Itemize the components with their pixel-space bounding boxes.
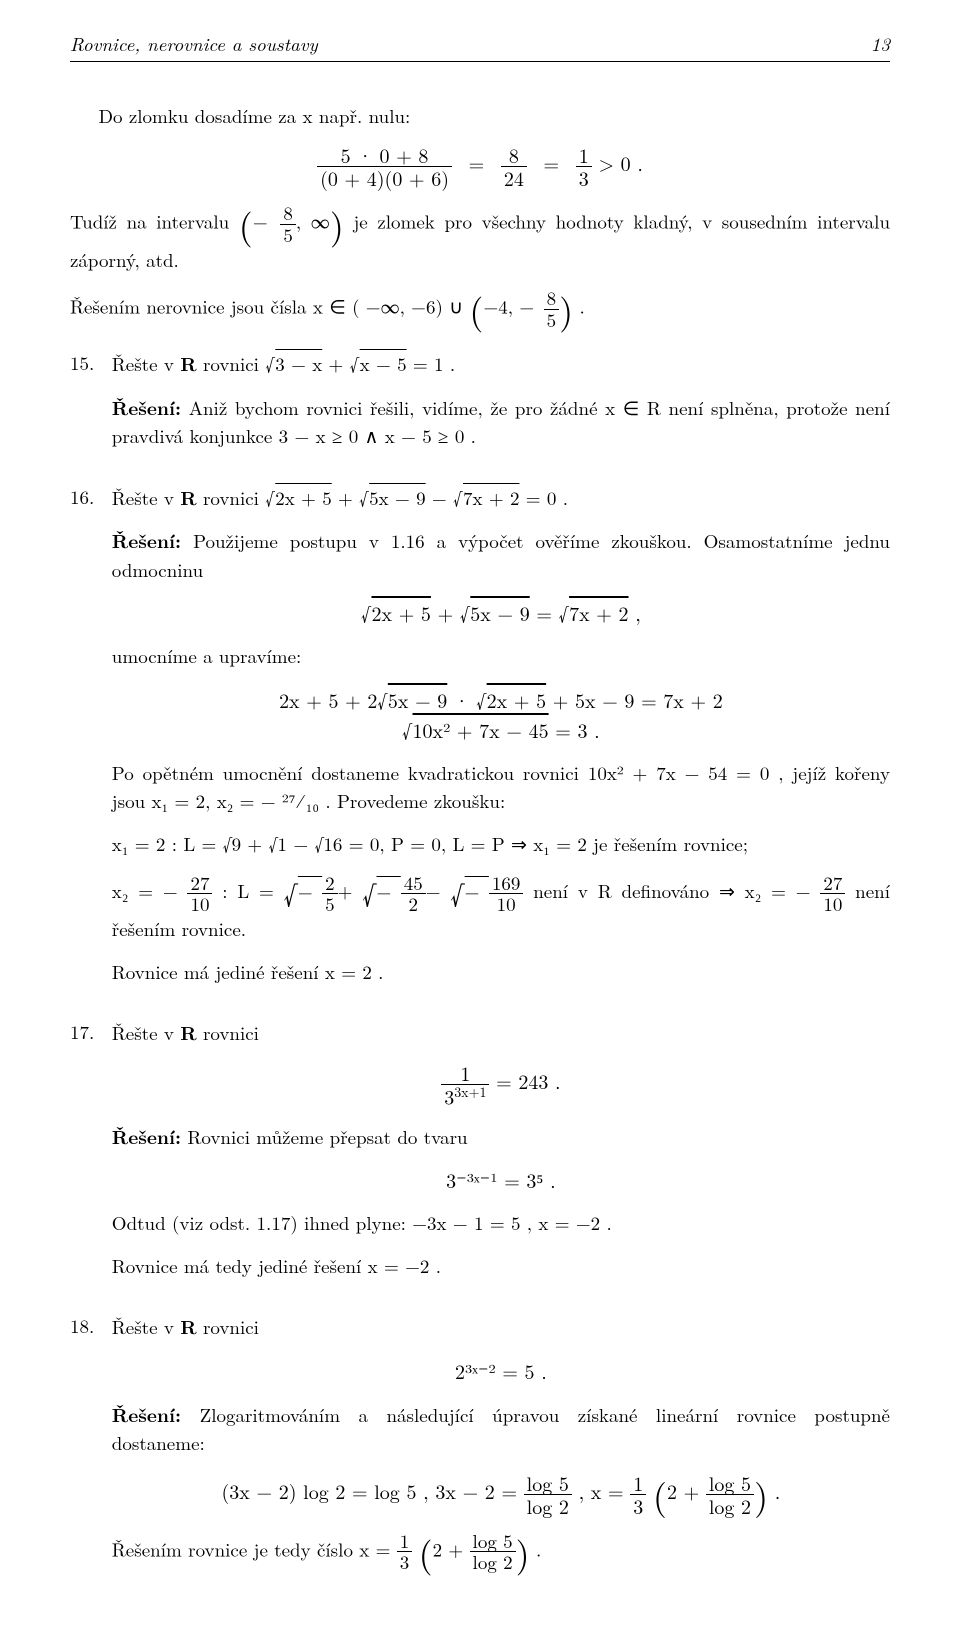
interval-paragraph: Tudíž na intervalu (− 85, ∞) je zlomek p…	[70, 203, 890, 274]
intro-paragraph: Do zlomku dosadíme za x např. nulu:	[70, 102, 890, 131]
exercise-17: 17. Řešte v R rovnici 1 33x+1 = 243 . Ře…	[70, 1018, 890, 1294]
exercise-16: 16. Řešte v R rovnici 2x + 5 + 5x − 9 − …	[70, 483, 890, 1001]
equation-square: 2x + 5 + 25x − 9 · 2x + 5 + 5x − 9 = 7x …	[112, 685, 890, 745]
equation-18-steps: (3x − 2) log 2 = log 5 , 3x − 2 = log 5l…	[112, 1472, 890, 1517]
equation-iso: 2x + 5 + 5x − 9 = 7x + 2 ,	[112, 598, 890, 628]
equation-17: 1 33x+1 = 243 .	[112, 1062, 890, 1108]
exercise-15: 15. Řešte v R rovnici 3 − x + x − 5 = 1 …	[70, 349, 890, 465]
equation-1: 5 · 0 + 8 (0 + 4)(0 + 6) = 8 24 = 1 3 > …	[70, 144, 890, 189]
page: Rovnice, nerovnice a soustavy 13 Do zlom…	[0, 0, 960, 1647]
solution-set-paragraph: Řešením nerovnice jsou čísla x ∈ ( −∞, −…	[70, 288, 890, 331]
header-title: Rovnice, nerovnice a soustavy	[70, 30, 318, 59]
exercise-18: 18. Řešte v R rovnici 2³ˣ⁻² = 5 . Řešení…	[70, 1312, 890, 1587]
page-number: 13	[871, 30, 890, 59]
running-header: Rovnice, nerovnice a soustavy 13	[70, 30, 890, 62]
final-solution-18: Řešením rovnice je tedy číslo x = 13 (2 …	[112, 1531, 890, 1574]
